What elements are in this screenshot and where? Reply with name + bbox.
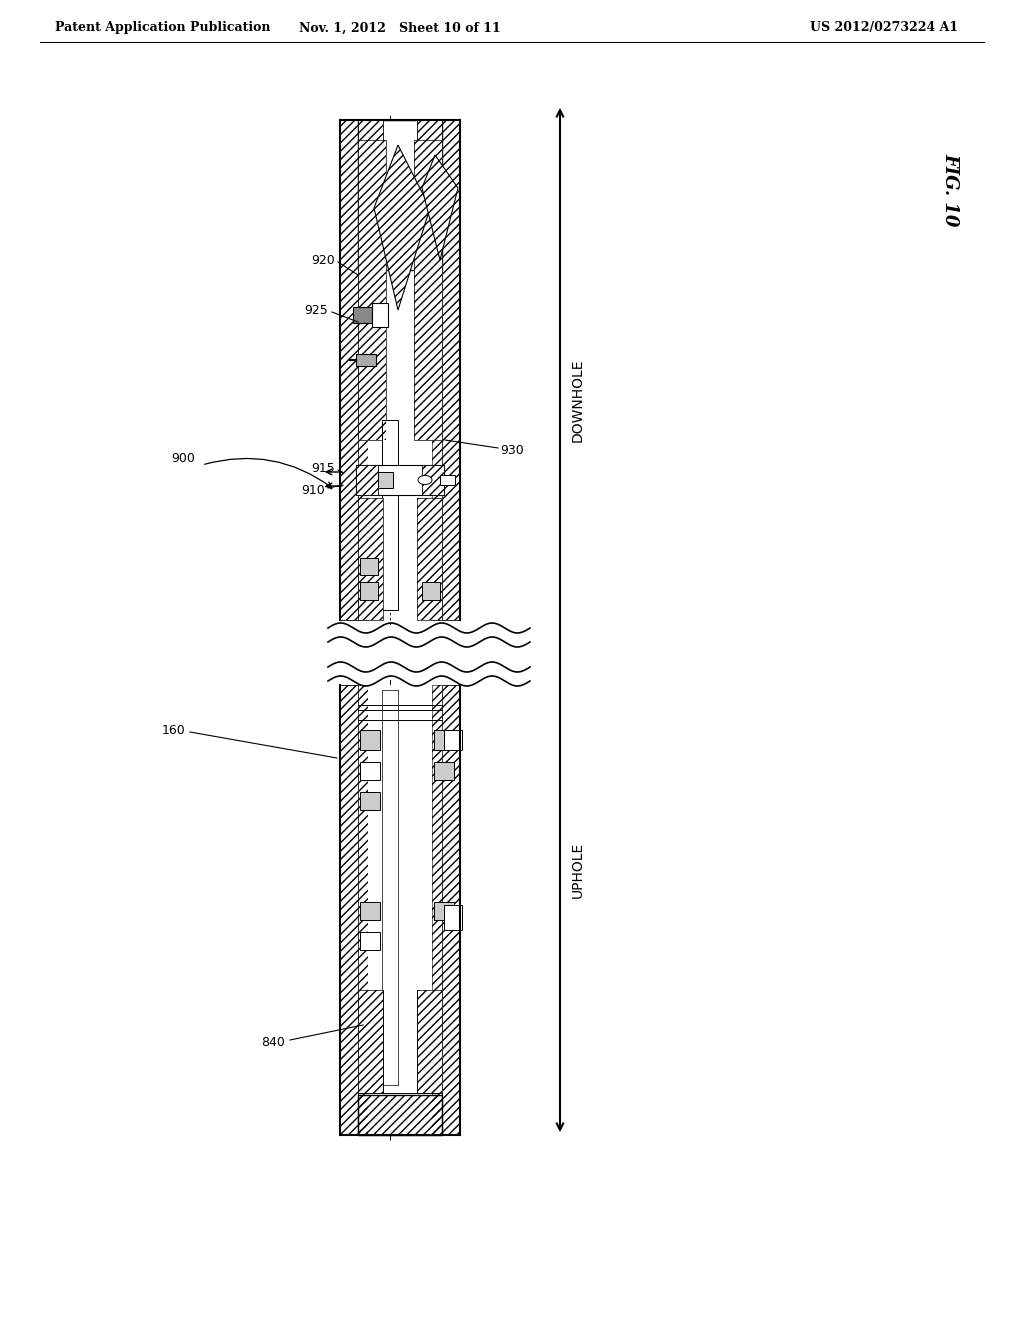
- Text: 925: 925: [304, 304, 328, 317]
- Text: 900: 900: [171, 451, 195, 465]
- Bar: [382, 420, 398, 610]
- Bar: [417, 120, 442, 271]
- Bar: [434, 902, 454, 920]
- Bar: [360, 730, 380, 750]
- Bar: [356, 465, 378, 495]
- Bar: [432, 271, 442, 620]
- Bar: [358, 685, 368, 1135]
- Bar: [422, 582, 440, 601]
- Polygon shape: [422, 154, 458, 260]
- Bar: [440, 475, 455, 484]
- Text: Nov. 1, 2012   Sheet 10 of 11: Nov. 1, 2012 Sheet 10 of 11: [299, 21, 501, 34]
- Bar: [358, 1096, 442, 1135]
- Text: 910: 910: [301, 483, 325, 496]
- Bar: [368, 271, 432, 620]
- Bar: [358, 498, 383, 620]
- Bar: [422, 465, 444, 495]
- Bar: [372, 304, 388, 327]
- Bar: [358, 498, 383, 620]
- Bar: [356, 465, 444, 495]
- Polygon shape: [374, 145, 430, 310]
- Bar: [360, 582, 378, 601]
- Bar: [358, 990, 383, 1093]
- Bar: [360, 932, 380, 950]
- Bar: [358, 685, 368, 1135]
- Bar: [340, 685, 358, 1135]
- Bar: [382, 690, 398, 1085]
- Text: 915: 915: [311, 462, 335, 474]
- Bar: [442, 120, 460, 620]
- Bar: [442, 120, 460, 620]
- Bar: [417, 498, 442, 620]
- Ellipse shape: [418, 475, 432, 484]
- Bar: [434, 762, 454, 780]
- Bar: [360, 902, 380, 920]
- Bar: [442, 685, 460, 1135]
- Bar: [378, 473, 393, 488]
- Bar: [358, 120, 383, 271]
- Bar: [442, 685, 460, 1135]
- Text: 160: 160: [161, 723, 185, 737]
- Bar: [432, 685, 442, 1135]
- Bar: [340, 120, 358, 620]
- Bar: [353, 308, 372, 323]
- Bar: [358, 140, 386, 440]
- Bar: [444, 906, 462, 931]
- Bar: [358, 120, 442, 271]
- Bar: [319, 624, 540, 680]
- Bar: [360, 558, 378, 576]
- Bar: [358, 140, 386, 440]
- Bar: [358, 990, 383, 1093]
- Bar: [417, 120, 442, 271]
- Bar: [417, 990, 442, 1093]
- Bar: [358, 120, 383, 271]
- Bar: [432, 271, 442, 620]
- Bar: [383, 990, 417, 1093]
- Bar: [358, 271, 368, 620]
- Bar: [340, 120, 358, 620]
- Text: FIG. 10: FIG. 10: [941, 153, 959, 227]
- Bar: [356, 465, 378, 495]
- Text: US 2012/0273224 A1: US 2012/0273224 A1: [810, 21, 958, 34]
- Bar: [358, 271, 368, 620]
- Bar: [434, 730, 454, 750]
- Bar: [360, 792, 380, 810]
- Bar: [414, 140, 442, 440]
- Bar: [444, 730, 462, 750]
- Text: UPHOLE: UPHOLE: [571, 842, 585, 898]
- Bar: [356, 354, 376, 366]
- Bar: [368, 685, 432, 1135]
- Text: 840: 840: [261, 1035, 285, 1048]
- Bar: [432, 685, 442, 1135]
- Text: 920: 920: [311, 253, 335, 267]
- Text: DOWNHOLE: DOWNHOLE: [571, 358, 585, 442]
- Bar: [414, 140, 442, 440]
- Bar: [360, 762, 380, 780]
- Bar: [422, 465, 444, 495]
- Bar: [417, 990, 442, 1093]
- Bar: [340, 685, 358, 1135]
- Bar: [358, 1096, 442, 1135]
- Bar: [358, 1096, 442, 1135]
- Bar: [417, 498, 442, 620]
- Text: Patent Application Publication: Patent Application Publication: [55, 21, 270, 34]
- Text: 930: 930: [500, 444, 523, 457]
